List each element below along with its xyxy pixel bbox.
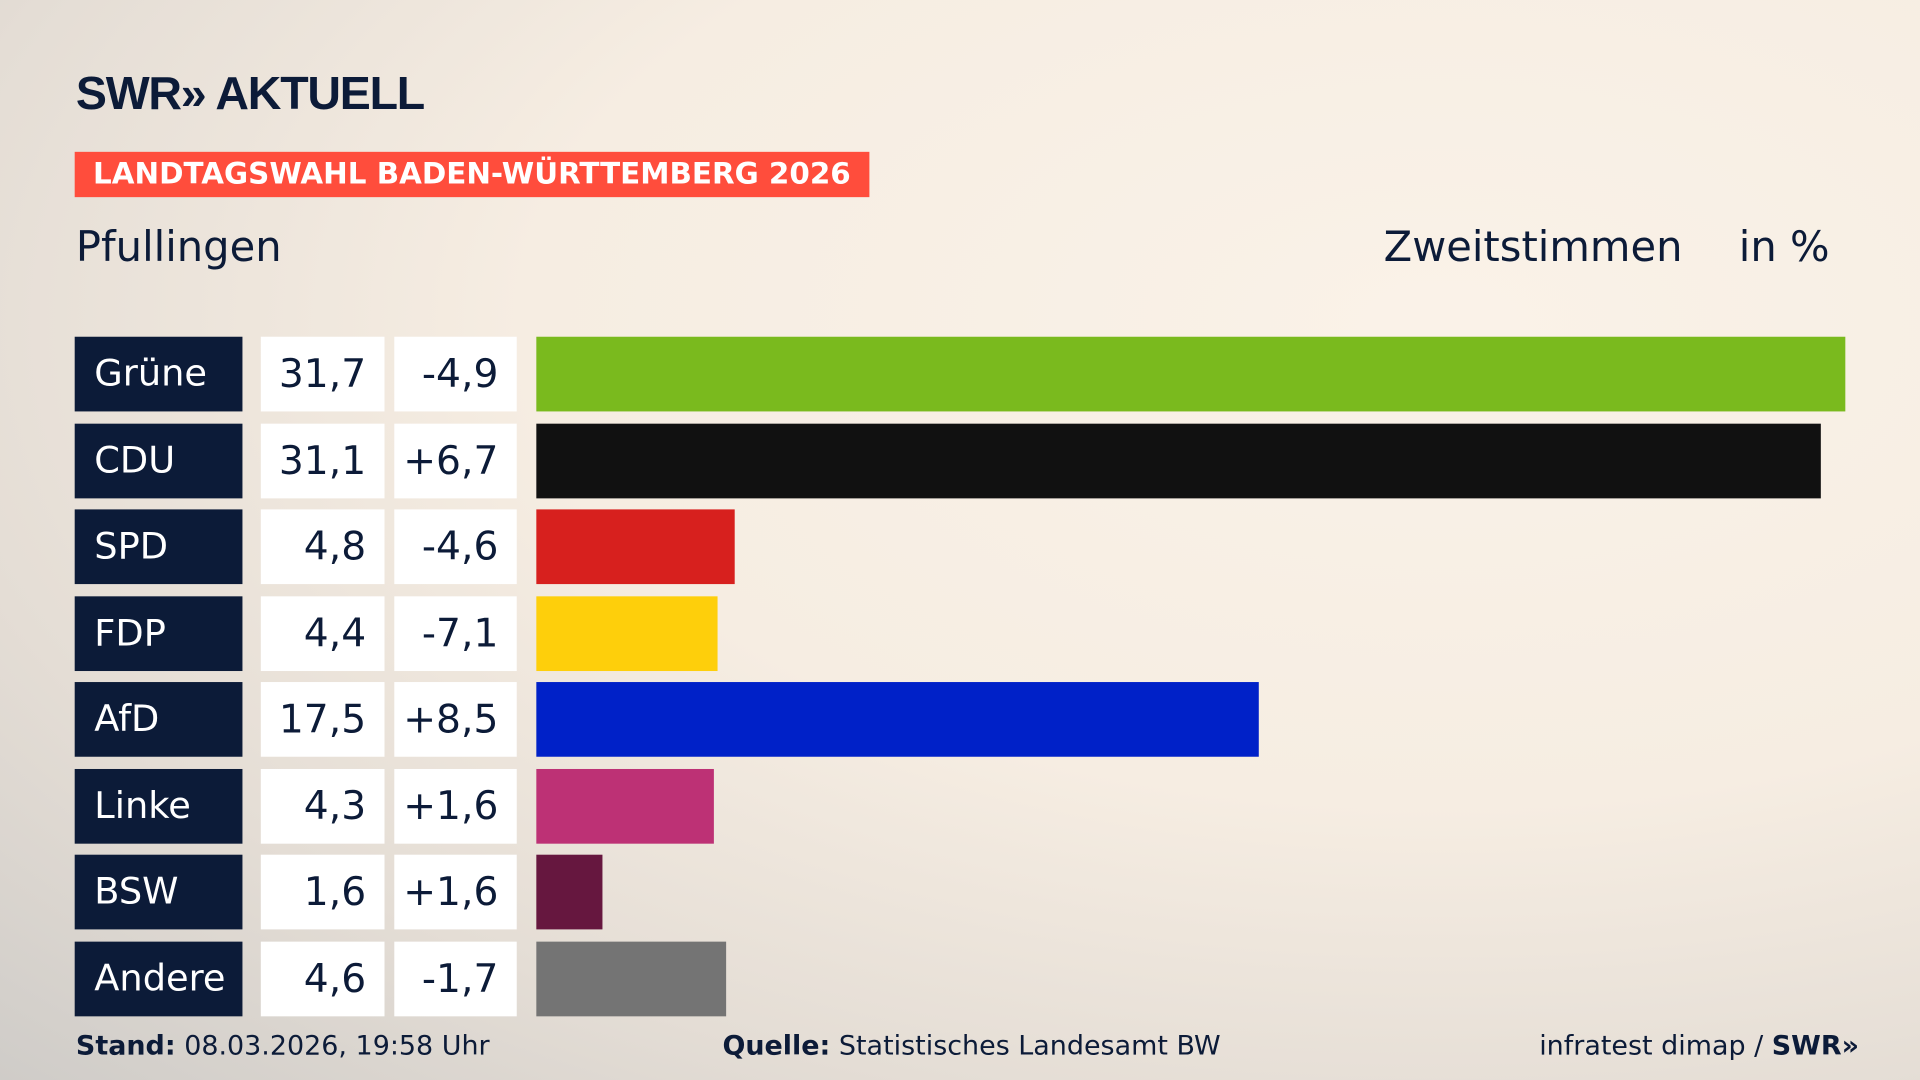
party-label: AfD bbox=[74, 682, 243, 757]
value-label: 4,8 bbox=[260, 509, 385, 585]
swr-aktuell-logo: SWR» AKTUELL bbox=[75, 68, 425, 121]
bar bbox=[536, 336, 1846, 412]
change-label: +8,5 bbox=[394, 682, 517, 757]
bar bbox=[536, 768, 714, 844]
credit-text: infratest dimap / bbox=[1539, 1031, 1772, 1062]
value-label: 31,7 bbox=[260, 336, 385, 412]
bar bbox=[536, 854, 603, 930]
location-title: Pfullingen bbox=[75, 222, 282, 272]
bar bbox=[536, 423, 1821, 498]
source: Quelle: Statistisches Landesamt BW bbox=[722, 1031, 1220, 1062]
swr-logo: SWR» bbox=[1771, 1031, 1860, 1062]
source-value: Statistisches Landesamt BW bbox=[838, 1031, 1221, 1062]
stand-label: Stand: bbox=[75, 1031, 176, 1062]
timestamp: Stand: 08.03.2026, 19:58 Uhr bbox=[76, 1031, 490, 1062]
party-label: Grüne bbox=[74, 336, 243, 412]
stand-value: 08.03.2026, 19:58 Uhr bbox=[184, 1031, 490, 1062]
change-label: -7,1 bbox=[394, 595, 517, 671]
value-label: 4,3 bbox=[260, 768, 385, 844]
value-label: 31,1 bbox=[260, 423, 385, 498]
party-label: Andere bbox=[74, 941, 243, 1016]
bar bbox=[536, 509, 735, 585]
bar bbox=[536, 941, 727, 1016]
value-label: 17,5 bbox=[260, 682, 385, 757]
party-label: SPD bbox=[74, 509, 243, 585]
change-label: -4,6 bbox=[394, 509, 517, 585]
bar bbox=[536, 682, 1259, 757]
credit: infratest dimap / SWR» bbox=[1539, 1031, 1859, 1062]
measure-label: Zweitstimmen bbox=[1383, 222, 1683, 272]
bar bbox=[536, 595, 719, 671]
party-label: CDU bbox=[74, 423, 243, 498]
change-label: +6,7 bbox=[394, 423, 517, 498]
unit-label: in % bbox=[1738, 222, 1830, 272]
change-label: +1,6 bbox=[394, 854, 517, 930]
change-label: -4,9 bbox=[394, 336, 517, 412]
source-label: Quelle: bbox=[722, 1031, 831, 1062]
value-label: 4,6 bbox=[260, 941, 385, 1016]
party-label: Linke bbox=[74, 768, 243, 844]
change-label: -1,7 bbox=[394, 941, 517, 1016]
change-label: +1,6 bbox=[394, 768, 517, 844]
party-label: BSW bbox=[74, 854, 243, 930]
value-label: 1,6 bbox=[260, 854, 385, 930]
election-banner: LANDTAGSWAHL BADEN-WÜRTTEMBERG 2026 bbox=[74, 151, 870, 198]
party-label: FDP bbox=[74, 595, 243, 671]
value-label: 4,4 bbox=[260, 595, 385, 671]
